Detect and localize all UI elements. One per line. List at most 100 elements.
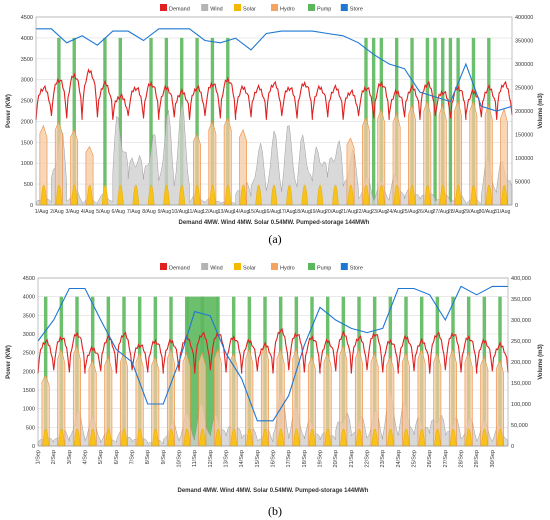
x-tick-label: 5/Aug (96, 209, 110, 215)
x-tick-label: 7/Aug (127, 209, 141, 215)
solar-series (42, 428, 504, 447)
x-tick-label: 18/Aug (294, 209, 311, 215)
legend-swatch-wind (201, 263, 209, 270)
x-tick-label: 11/Aug (187, 209, 203, 215)
legend-label-solar: Solar (243, 266, 256, 272)
pump-bar (448, 37, 453, 206)
legend: Demand Wind Solar Hydro Pump Store (160, 263, 363, 272)
legend-swatch-demand (160, 4, 167, 11)
y-right-tick-label: 200,000 (511, 360, 531, 366)
store-series (37, 285, 508, 422)
x-tick-label: 15/Aug (248, 209, 265, 215)
legend-label-pump: Pump (317, 266, 331, 272)
x-tick-label: 18/Sep (302, 450, 308, 467)
x-tick-label: 23/Aug (371, 209, 388, 215)
legend-label-store: Store (350, 7, 363, 13)
pump-bar (371, 37, 376, 206)
x-tick-label: 8/Aug (142, 209, 156, 215)
x-tick-label: 13/Aug (218, 209, 235, 215)
x-tick-label: 4/Sep (83, 450, 89, 464)
y-right-tick-label: 0 (511, 444, 514, 450)
x-axis-label: Demand 4MW. Wind 4MW. Solar 0.54MW. Pump… (178, 488, 369, 494)
y-left-tick-label: 500 (26, 425, 35, 431)
y-left-tick-label: 2000 (23, 369, 35, 375)
x-tick-label: 20/Sep (333, 450, 339, 467)
x-tick-label: 2/Sep (51, 450, 57, 464)
pump-bar (103, 37, 107, 206)
legend-label-wind: Wind (210, 7, 223, 13)
x-tick-label: 25/Aug (402, 209, 419, 215)
x-tick-label: 10/Sep (177, 450, 183, 467)
y-left-tick-label: 2500 (23, 351, 35, 357)
x-tick-label: 10/Aug (172, 209, 189, 215)
x-tick-label: 19/Aug (310, 209, 327, 215)
y-left-tick-label: 0 (32, 444, 35, 450)
y-left-tick-label: 2500 (21, 99, 33, 105)
legend-swatch-solar (234, 4, 241, 11)
y-left-tick-label: 2000 (21, 119, 33, 125)
plot-frame (37, 277, 509, 447)
plot-frame (35, 16, 513, 206)
y-left-tick-label: 4000 (23, 295, 35, 301)
x-tick-label: 26/Aug (417, 209, 434, 215)
x-tick-label: 6/Sep (114, 450, 120, 464)
x-tick-label: 12/Sep (208, 450, 214, 467)
y-left-tick-label: 1500 (23, 388, 35, 394)
x-tick-label: 1/Aug (35, 209, 49, 215)
x-tick-label: 30/Sep (490, 450, 496, 467)
legend-swatch-store (340, 4, 348, 11)
x-tick-label: 29/Sep (474, 450, 480, 467)
x-tick-label: 3/Sep (67, 450, 73, 464)
x-tick-label: 14/Sep (239, 450, 245, 467)
legend-label-hydro: Hydro (280, 266, 295, 272)
y-right-tick-label: 300,000 (511, 318, 531, 324)
pump-bar (433, 37, 437, 206)
legend-label-wind: Wind (210, 266, 223, 272)
pump-bar (72, 37, 76, 206)
legend-swatch-hydro (271, 263, 278, 270)
demand-series (35, 68, 513, 120)
x-tick-label: 21/Aug (340, 209, 357, 215)
x-tick-label: 27/Sep (443, 450, 449, 467)
y-right-tick-label: 50,000 (511, 423, 528, 429)
y-left-tick-label: 1000 (21, 161, 33, 167)
pump-bar (43, 296, 48, 446)
y-left-tick-label: 0 (30, 203, 33, 209)
x-tick-label: 17/Aug (279, 209, 296, 215)
chart-b: Demand Wind Solar Hydro Pump Store 0 500 1000 150… (6, 263, 544, 494)
legend-label-solar: Solar (243, 7, 256, 13)
x-tick-label: 13/Sep (224, 450, 230, 467)
legend-swatch-pump (308, 4, 315, 11)
y-left-tick-label: 3000 (23, 332, 35, 338)
y-right-tick-label: 300000 (515, 62, 533, 68)
x-tick-label: 12/Aug (202, 209, 219, 215)
y-left-tick-label: 1500 (21, 140, 33, 146)
y-right-tick-label: 50000 (515, 180, 530, 186)
x-tick-label: 26/Sep (427, 450, 433, 467)
y-right-tick-label: 100000 (515, 156, 533, 162)
hydro-series (41, 344, 504, 447)
x-tick-label: 22/Sep (365, 450, 371, 467)
y-left-tick-label: 1000 (23, 407, 35, 413)
legend-label-hydro: Hydro (280, 7, 295, 13)
x-tick-label: 2/Aug (50, 209, 64, 215)
x-tick-label: 9/Aug (158, 209, 172, 215)
y-left-tick-label: 3000 (21, 78, 33, 84)
x-tick-label: 11/Sep (192, 450, 198, 467)
x-tick-label: 30/Aug (479, 209, 496, 215)
y-right-axis-label: Volume (m3) (538, 93, 544, 129)
y-right-tick-label: 100,000 (511, 402, 531, 408)
x-tick-label: 28/Sep (459, 450, 465, 467)
x-tick-label: 21/Sep (349, 450, 355, 467)
y-right-tick-label: 250000 (515, 86, 533, 92)
y-left-tick-label: 4000 (21, 36, 33, 42)
x-tick-label: 16/Aug (264, 209, 281, 215)
chart-panel-a: Demand Wind Solar Hydro Pump Store 0 500 1000 150… (0, 0, 550, 250)
x-tick-label: 16/Sep (271, 450, 277, 467)
legend: Demand Wind Solar Hydro Pump Store (160, 4, 363, 13)
store-series (36, 28, 513, 112)
panel-label-a: (a) (268, 232, 282, 246)
y-right-tick-label: 350000 (515, 39, 533, 45)
legend-swatch-pump (308, 263, 315, 270)
y-right-tick-label: 350,000 (511, 297, 531, 303)
